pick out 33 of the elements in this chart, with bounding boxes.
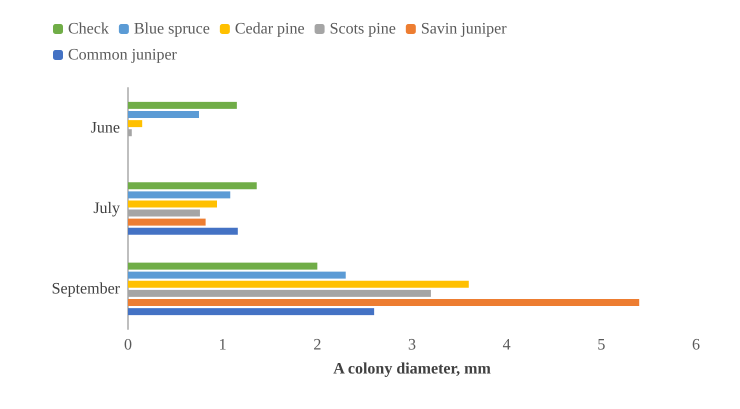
bar	[128, 191, 230, 198]
bar	[128, 228, 238, 235]
x-tick-label: 0	[124, 336, 132, 354]
y-tick-label: June	[90, 120, 120, 137]
bar	[128, 120, 142, 128]
x-tick-label: 4	[502, 336, 511, 354]
legend-label: Scots pine	[330, 20, 396, 38]
bar	[128, 308, 374, 316]
bar	[128, 280, 469, 288]
x-tick-label: 1	[218, 336, 227, 354]
x-axis-title: A colony diameter, mm	[333, 360, 492, 378]
legend-label: Common juniper	[68, 46, 178, 64]
legend-label: Check	[68, 20, 109, 38]
bar	[128, 102, 237, 109]
x-tick-label: 6	[692, 336, 700, 354]
bar	[128, 129, 132, 136]
y-tick-label: September	[52, 280, 121, 298]
bar	[128, 218, 206, 226]
legend-label: Cedar pine	[234, 20, 305, 38]
y-tick-label: July	[93, 200, 120, 217]
bar	[128, 272, 346, 279]
legend-label: Blue spruce	[134, 20, 210, 38]
x-tick-label: 2	[313, 336, 322, 354]
x-tick-label: 5	[597, 336, 606, 354]
bar	[128, 111, 199, 118]
x-tick-label: 3	[408, 336, 416, 354]
bar	[128, 290, 431, 297]
bar	[128, 182, 257, 190]
bar	[128, 262, 318, 270]
bar	[128, 210, 200, 217]
bar	[128, 298, 640, 306]
bar	[128, 200, 217, 208]
legend-label: Savin juniper	[420, 20, 508, 38]
